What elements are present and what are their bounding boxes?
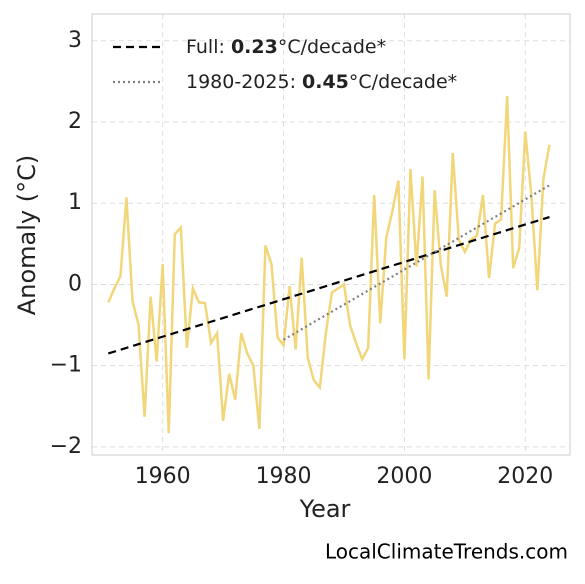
legend-text: °C/decade* <box>349 71 457 93</box>
x-tick-label: 2020 <box>497 464 553 489</box>
plot-frame <box>91 13 571 456</box>
y-tick-label: −1 <box>50 353 82 378</box>
y-tick-label: 1 <box>68 190 82 215</box>
x-tick-label: 1960 <box>135 464 191 489</box>
trend-line <box>107 215 550 355</box>
watermark: LocalClimateTrends.com <box>325 540 568 564</box>
legend-label: Full: 0.23°C/decade* <box>186 36 386 58</box>
legend-text: 0.45 <box>302 71 349 93</box>
y-axis-label: Anomaly (°C) <box>13 155 41 315</box>
y-tick-label: −2 <box>50 434 82 459</box>
y-tick-label: 2 <box>68 109 82 134</box>
x-tick-label: 2000 <box>376 464 432 489</box>
y-tick-label: 0 <box>68 271 82 296</box>
legend-text: °C/decade* <box>278 36 386 58</box>
legend-label: 1980-2025: 0.45°C/decade* <box>186 71 457 93</box>
legend-text: 1980-2025: <box>186 71 302 93</box>
x-tick-label: 1980 <box>256 464 312 489</box>
x-axis-label: Year <box>299 495 351 523</box>
trend-line <box>283 184 551 341</box>
legend-text: Full: <box>186 36 231 58</box>
data-line <box>107 95 551 434</box>
y-tick-label: 3 <box>68 28 82 53</box>
legend-text: 0.23 <box>231 36 278 58</box>
